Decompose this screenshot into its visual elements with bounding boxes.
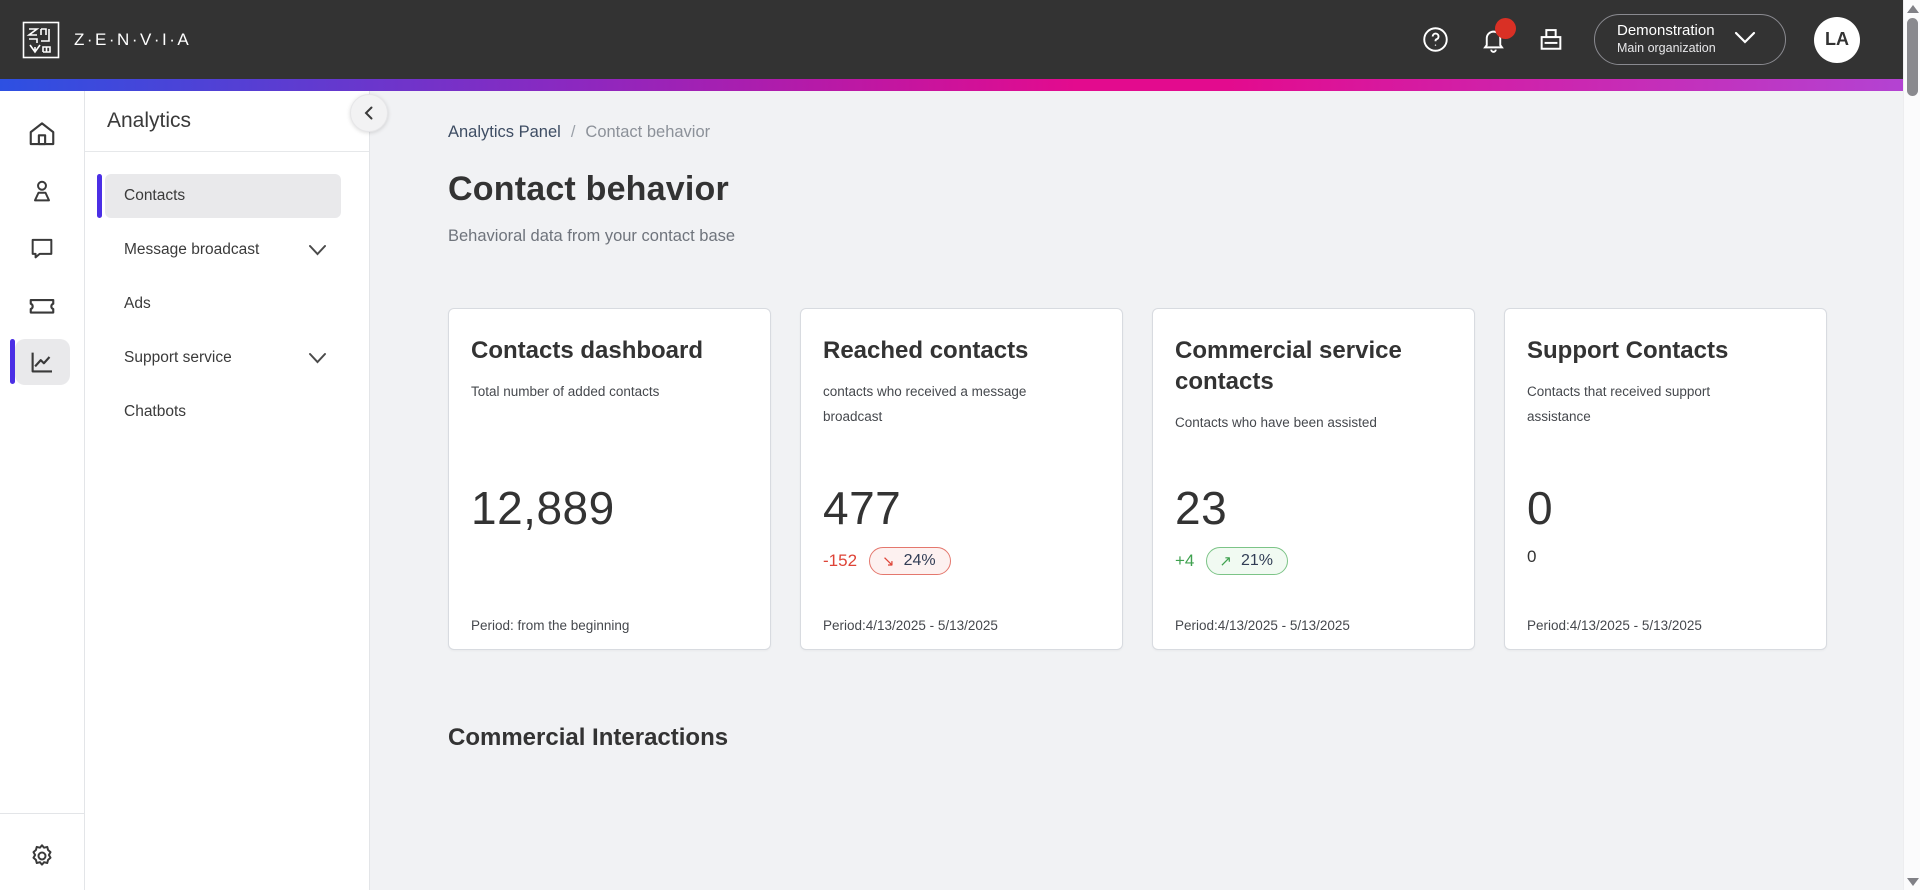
sidebar-item-label: Support service <box>124 349 232 366</box>
delta-value: 0 <box>1527 547 1537 566</box>
ticket-icon <box>15 282 70 328</box>
zenvia-logo-icon <box>22 21 60 59</box>
sidebar-item-label: Message broadcast <box>124 241 260 258</box>
stat-card-value: 477 <box>823 482 902 534</box>
stat-card-delta-row: -152 ↘ 24% <box>823 547 951 575</box>
rail-item-home[interactable] <box>0 105 85 162</box>
trend-arrow-icon: ↘ <box>882 553 895 570</box>
stat-card-value: 12,889 <box>471 482 615 534</box>
analytics-sidebar: Analytics Contacts Message broadcast <box>85 91 388 890</box>
stat-card-value: 0 <box>1527 482 1554 534</box>
chevron-down-icon <box>308 352 327 364</box>
trend-percent: 21% <box>1240 552 1273 569</box>
page-title: Contact behavior <box>448 170 729 208</box>
rail-item-analytics[interactable] <box>0 333 85 390</box>
top-bar: Z·E·N·V·I·A Demonstrat <box>0 0 1920 79</box>
stat-card-description: Total number of added contacts <box>471 384 660 400</box>
stat-card-period: Period:4/13/2025 - 5/13/2025 <box>823 618 998 633</box>
line-chart-icon <box>14 338 70 385</box>
stat-cards-row: Contacts dashboard Total number of added… <box>448 308 1920 650</box>
sidebar-item-label: Chatbots <box>124 403 187 420</box>
scrollbar-up-arrow[interactable] <box>1907 5 1919 13</box>
brand-gradient-bar <box>0 79 1920 91</box>
breadcrumb-current: Contact behavior <box>585 123 711 141</box>
person-icon <box>15 168 70 214</box>
sidebar-divider <box>85 151 369 152</box>
trend-percent: 24% <box>903 552 936 569</box>
breadcrumb-analytics-panel[interactable]: Analytics Panel <box>448 123 561 141</box>
notifications-bell-icon[interactable] <box>1478 17 1516 55</box>
main-content: Analytics Panel / Contact behavior Conta… <box>370 91 1920 890</box>
breadcrumb: Analytics Panel / Contact behavior <box>448 123 1920 142</box>
organization-name: Demonstration <box>1617 22 1715 40</box>
page-subtitle: Behavioral data from your contact base <box>448 227 736 245</box>
organization-sub: Main organization <box>1617 41 1716 56</box>
stat-card: Contacts dashboard Total number of added… <box>448 308 771 650</box>
rail-item-contacts[interactable] <box>0 162 85 219</box>
sidebar-nav: Contacts Message broadcast Ads Support <box>85 152 369 434</box>
stat-card-title: Reached contacts <box>823 337 1029 364</box>
brand: Z·E·N·V·I·A <box>22 21 191 59</box>
brand-name: Z·E·N·V·I·A <box>74 29 192 49</box>
chevron-down-icon <box>308 244 327 256</box>
stat-card-description: Contacts that received support assistanc… <box>1527 384 1711 425</box>
organization-selector[interactable]: Demonstration Main organization <box>1594 14 1786 65</box>
sidebar-title: Analytics <box>107 109 192 132</box>
notification-badge <box>1495 17 1516 39</box>
stat-card: Reached contacts contacts who received a… <box>800 308 1123 650</box>
sidebar-item[interactable]: Contacts <box>97 174 341 218</box>
scrollbar-down-arrow[interactable] <box>1907 878 1919 886</box>
gear-icon <box>15 833 70 879</box>
rail-item-settings[interactable] <box>0 836 84 876</box>
delta-value: +4 <box>1175 551 1195 570</box>
sidebar-item-label: Contacts <box>124 187 186 204</box>
avatar[interactable]: LA <box>1814 16 1860 63</box>
sidebar-item[interactable]: Message broadcast <box>105 228 341 272</box>
stat-card-description: contacts who received a message broadcas… <box>823 384 1027 425</box>
icon-rail <box>0 91 85 890</box>
stat-card-delta-row: 0 <box>1527 547 1536 567</box>
stat-card-description: Contacts who have been assisted <box>1175 415 1377 431</box>
chat-bubble-icon <box>15 225 70 271</box>
stat-card-value: 23 <box>1175 482 1228 534</box>
stat-card: Commercial service contacts Contacts who… <box>1152 308 1475 650</box>
breadcrumb-separator: / <box>570 123 576 141</box>
scrollbar-thumb[interactable] <box>1907 18 1918 96</box>
rail-item-conversations[interactable] <box>0 219 85 276</box>
sidebar-item[interactable]: Ads <box>105 282 341 326</box>
page-scrollbar[interactable] <box>1903 0 1920 890</box>
stat-card-period: Period: from the beginning <box>471 618 630 633</box>
trend-pill: ↘ 24% <box>869 547 951 575</box>
sidebar-item-label: Ads <box>124 295 151 312</box>
trend-arrow-icon: ↗ <box>1219 553 1232 570</box>
stat-card: Support Contacts Contacts that received … <box>1504 308 1827 650</box>
section-title-commercial-interactions: Commercial Interactions <box>448 724 729 751</box>
home-icon <box>15 111 70 157</box>
help-icon[interactable] <box>1420 25 1450 55</box>
stat-card-title: Contacts dashboard <box>471 337 704 364</box>
stat-card-title: Commercial service contacts <box>1175 337 1402 396</box>
stat-card-period: Period:4/13/2025 - 5/13/2025 <box>1527 618 1702 633</box>
stat-card-title: Support Contacts <box>1527 337 1729 364</box>
chevron-down-icon <box>1734 31 1756 48</box>
sidebar-item[interactable]: Chatbots <box>105 390 341 434</box>
printer-icon[interactable] <box>1536 25 1566 55</box>
trend-pill: ↗ 21% <box>1206 547 1288 575</box>
delta-value: -152 <box>823 551 858 570</box>
sidebar-collapse-button[interactable] <box>350 94 388 132</box>
stat-card-period: Period:4/13/2025 - 5/13/2025 <box>1175 618 1350 633</box>
stat-card-delta-row: +4 ↗ 21% <box>1175 547 1288 575</box>
rail-item-tickets[interactable] <box>0 276 85 333</box>
sidebar-item[interactable]: Support service <box>105 336 341 380</box>
